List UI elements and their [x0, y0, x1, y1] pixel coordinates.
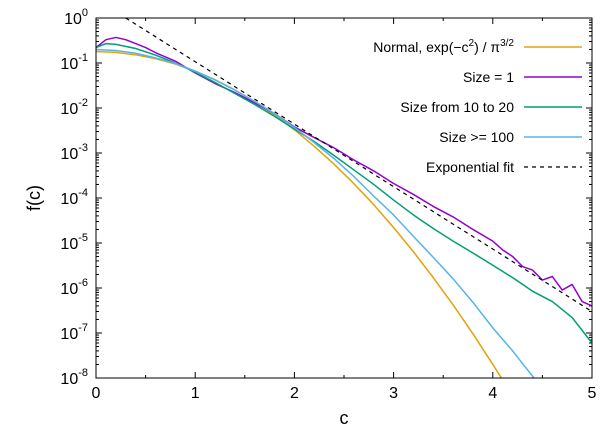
- legend-label-4: Exponential fit: [426, 159, 514, 175]
- axis-ticks: [95, 17, 593, 379]
- y-tick-label: 10-2: [60, 97, 88, 118]
- y-tick-label: 10-6: [60, 277, 88, 298]
- y-tick-base: 10: [60, 56, 78, 73]
- y-tick-base: 10: [60, 101, 78, 118]
- y-tick-base: 10: [64, 11, 82, 28]
- y-tick-exponent: -4: [78, 187, 88, 199]
- legend-label-0: Normal, exp(−c2) / π3/2: [373, 38, 514, 55]
- y-tick-exponent: -7: [78, 322, 88, 334]
- legend-label-2: Size from 10 to 20: [400, 99, 514, 115]
- legend-label-1: Size = 1: [463, 69, 514, 85]
- legend-part: ) / π: [474, 39, 500, 55]
- x-tick-label: 3: [389, 385, 398, 402]
- plot-frame: [95, 17, 593, 379]
- y-tick-exponent: -3: [78, 142, 88, 154]
- x-axis-title: c: [340, 408, 349, 428]
- y-axis-title: f(c): [24, 185, 44, 211]
- series-line-3: [96, 48, 536, 378]
- y-tick-exponent: 0: [82, 7, 88, 19]
- y-tick-base: 10: [60, 146, 78, 163]
- y-tick-exponent: -8: [78, 367, 88, 379]
- y-tick-label: 100: [64, 7, 88, 28]
- y-tick-exponent: -5: [78, 232, 88, 244]
- x-tick-label: 1: [191, 385, 200, 402]
- y-tick-exponent: -6: [78, 277, 88, 289]
- y-tick-base: 10: [60, 281, 78, 298]
- legend: Normal, exp(−c2) / π3/2 Size = 1 Size from…: [373, 38, 582, 175]
- x-tick-label: 5: [588, 385, 597, 402]
- y-tick-label: 10-8: [60, 367, 88, 388]
- y-tick-exponent: -2: [78, 97, 88, 109]
- legend-superscript: 3/2: [500, 38, 514, 49]
- y-tick-label: 10-5: [60, 232, 88, 253]
- series-line-2: [96, 42, 592, 344]
- y-tick-label: 10-7: [60, 322, 88, 343]
- x-tick-label: 2: [290, 385, 299, 402]
- legend-superscript: 2: [469, 38, 475, 49]
- y-tick-base: 10: [60, 326, 78, 343]
- y-tick-exponent: -1: [78, 52, 88, 64]
- series-line-4: [125, 18, 592, 313]
- series-line-1: [96, 36, 592, 307]
- x-tick-label: 0: [92, 385, 101, 402]
- series-layer: [96, 18, 592, 378]
- legend-label-3: Size >= 100: [439, 129, 514, 145]
- y-tick-label: 10-4: [60, 187, 88, 208]
- y-tick-base: 10: [60, 371, 78, 388]
- tick-labels: 0 1 2 3 4 510010-110-210-310-410-510-610-710-…: [60, 7, 596, 402]
- y-tick-base: 10: [60, 191, 78, 208]
- x-tick-label: 4: [488, 385, 497, 402]
- y-tick-base: 10: [60, 236, 78, 253]
- y-tick-label: 10-3: [60, 142, 88, 163]
- legend-part: Normal, exp(−c: [373, 39, 468, 55]
- y-tick-label: 10-1: [60, 52, 88, 73]
